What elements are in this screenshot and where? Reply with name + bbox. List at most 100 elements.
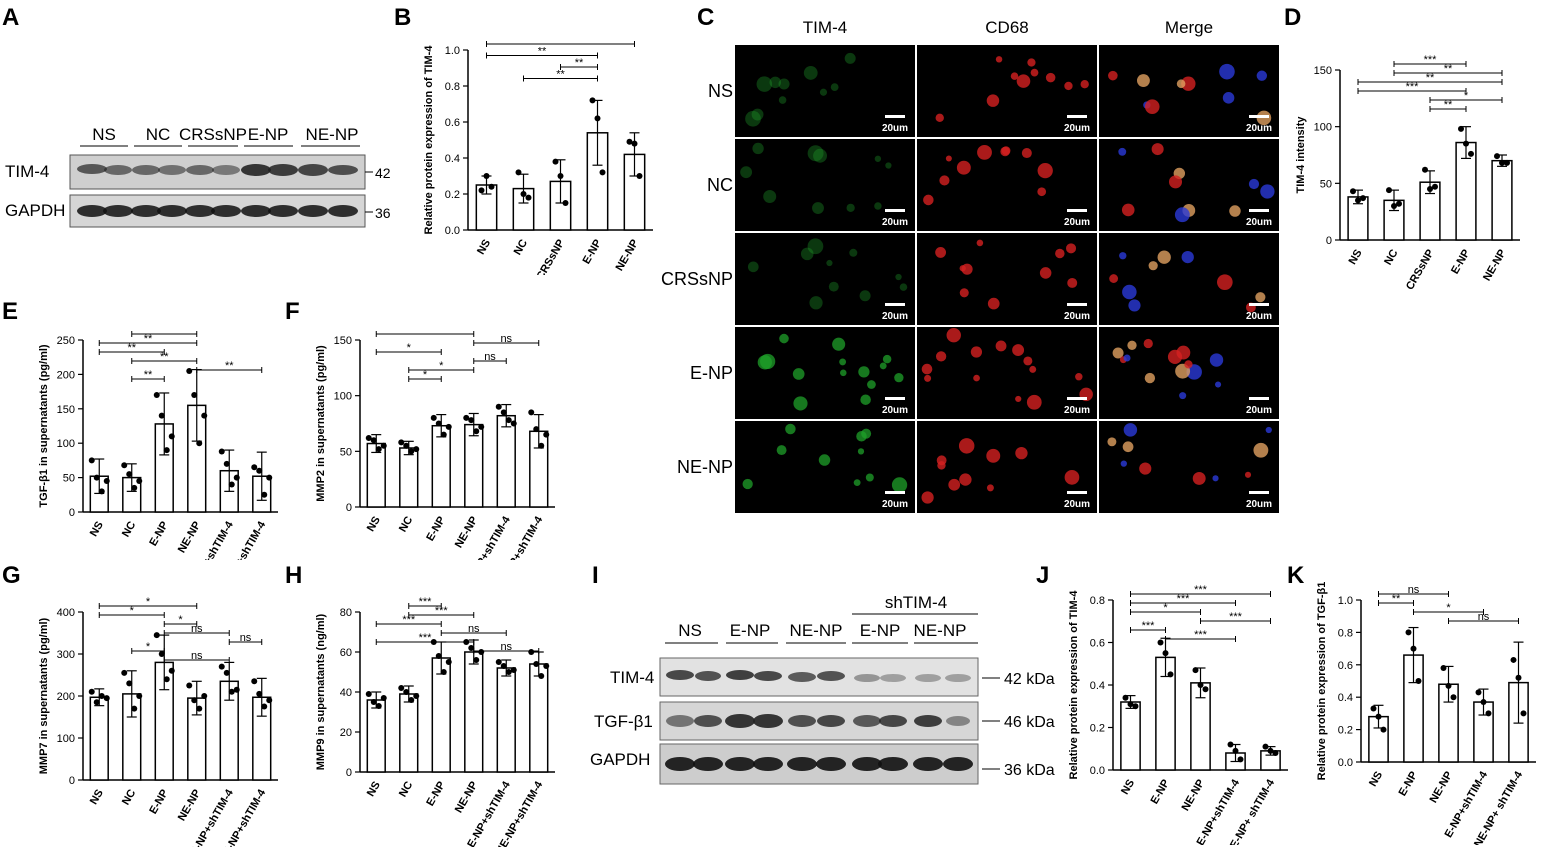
cell-9 xyxy=(977,144,992,160)
cell-1 xyxy=(1000,146,1010,157)
scale-bar-label: 20um xyxy=(1064,123,1090,134)
blot-a-group-ns: NS xyxy=(92,125,116,144)
cell-4 xyxy=(1139,462,1152,475)
cell-6 xyxy=(742,478,753,490)
chart-k-point-4-1 xyxy=(1515,674,1522,681)
chart-j-category-0: NS xyxy=(1119,778,1137,797)
chart-b-ytick-label-2: 0.4 xyxy=(445,153,460,165)
chart-d-ylabel: TIM-4 intensity xyxy=(1295,116,1307,194)
blot-i-kda-36: 36 kDa xyxy=(1004,762,1055,779)
chart-d-point-3-2 xyxy=(1468,150,1474,157)
chart-h-sig-label-0: *** xyxy=(419,596,433,608)
cell-8 xyxy=(891,477,908,493)
chart-d-category-2: CRSsNP xyxy=(1404,248,1437,293)
chart-j-ylabel: Relative protein expression of TIM-4 xyxy=(1068,590,1080,780)
chart-f-point-5-0 xyxy=(528,409,535,416)
cell-2 xyxy=(1010,72,1019,80)
chart-b-ytick-label-4: 0.8 xyxy=(445,81,460,93)
chart-j-category-1: E-NP xyxy=(1149,778,1173,807)
cell-12 xyxy=(1023,356,1033,366)
chart-k-point-0-0 xyxy=(1370,705,1377,712)
chart-f-point-3-0 xyxy=(463,414,470,421)
cell-2 xyxy=(1112,347,1124,359)
chart-g-point-1-2 xyxy=(131,705,138,712)
blot-i-row-gapdh: GAPDH xyxy=(590,750,650,769)
micrograph-cells: 20um xyxy=(745,52,908,134)
micrograph-merge-4: 20um xyxy=(1099,421,1279,513)
chart-f-point-2-2 xyxy=(440,431,447,438)
chart-k-category-1: E-NP xyxy=(1397,770,1421,799)
chart-f-point-1-0 xyxy=(398,439,405,446)
cell-6 xyxy=(846,203,855,213)
chart-f-bar-1 xyxy=(399,447,419,508)
chart-h-category-3: NE-NP xyxy=(453,780,481,816)
cell-11 xyxy=(779,333,789,344)
chart-e-point-3-0 xyxy=(186,367,193,374)
chart-g-point-0-3 xyxy=(103,695,110,702)
cell-5 xyxy=(858,366,870,378)
chart-d-point-4-2 xyxy=(1504,159,1510,166)
blot-a-group-nenp: NE-NP xyxy=(306,125,359,144)
chart-d-point-0-2 xyxy=(1360,195,1366,202)
chart-e-ytick-label-5: 250 xyxy=(57,335,75,347)
blot-i-kda-46: 46 kDa xyxy=(1004,714,1055,731)
cell-3 xyxy=(945,155,952,162)
scale-bar xyxy=(885,115,905,118)
chart-k-point-0-1 xyxy=(1375,713,1382,720)
chart-f-point-0-1 xyxy=(370,437,377,444)
chart-h-category-1: NC xyxy=(397,779,415,799)
cell-7 xyxy=(853,479,861,487)
chart-g-point-3-0 xyxy=(186,682,193,689)
cell-3 xyxy=(1265,426,1272,434)
chart-k-point-3-2 xyxy=(1485,710,1492,717)
chart-f-ytick-label-3: 150 xyxy=(334,335,352,347)
chart-g-point-2-3 xyxy=(168,667,175,674)
chart-d-category-3: E-NP xyxy=(1449,248,1473,277)
cell-2 xyxy=(1176,79,1186,89)
chart-f-point-4-1 xyxy=(500,409,507,416)
scale-bar-label: 20um xyxy=(1064,405,1090,416)
cell-2 xyxy=(812,202,824,214)
cell-9 xyxy=(959,265,966,272)
chart-h-point-5-0 xyxy=(528,649,535,655)
cell-9 xyxy=(800,247,814,261)
cell-7 xyxy=(745,110,761,127)
scale-bar-label: 20um xyxy=(1246,311,1272,322)
chart-e-sig-label-2: ** xyxy=(127,342,136,354)
scale-bar xyxy=(1249,115,1269,118)
blot-i-row-tgfb1: TGF-β1 xyxy=(594,712,653,731)
chart-h-sig-label-2: *** xyxy=(402,614,416,626)
chart-e-ytick-label-2: 100 xyxy=(57,438,75,450)
cell-1 xyxy=(828,281,839,292)
cell-1 xyxy=(970,346,983,358)
cell-3 xyxy=(803,66,818,80)
chart-e-ytick-label-0: 0 xyxy=(69,507,75,519)
cell-3 xyxy=(785,423,796,435)
cell-3 xyxy=(792,368,805,380)
chart-b-sig-label-2: ** xyxy=(575,57,584,69)
cell-1 xyxy=(1067,277,1078,288)
chart-j-point-1-0 xyxy=(1157,639,1164,646)
chart-g-sig-label-0: * xyxy=(146,596,151,608)
chart-h-ylabel: MMP9 in supernatants (ng/ml) xyxy=(315,613,327,770)
chart-b-category-1: NC xyxy=(512,237,530,257)
micrograph-cd68-1: 20um xyxy=(917,139,1097,231)
chart-g-ylabel: MMP7 in supernatants (pg/ml) xyxy=(38,617,50,774)
chart-h-bar-4 xyxy=(496,667,516,773)
chart-f-category-3: NE-NP xyxy=(453,515,481,551)
chart-e-sig-label-5: ** xyxy=(144,369,153,381)
chart-g-point-5-0 xyxy=(251,678,258,685)
chart-b-sig-label-0: * xyxy=(558,40,563,46)
scale-bar xyxy=(1067,209,1087,212)
cell-1 xyxy=(1143,338,1153,349)
chart-g-point-0-1 xyxy=(93,699,100,706)
chart-d-category-1: NC xyxy=(1382,247,1400,267)
blot-a-group-labels: NS NC CRSsNP E-NP NE-NP xyxy=(92,125,358,144)
chart-h-sig-label-4: *** xyxy=(419,632,433,644)
chart-b-point-3-2 xyxy=(599,169,606,176)
chart-d-ytick-label-2: 100 xyxy=(1314,122,1332,134)
cell-6 xyxy=(976,239,984,247)
cell-8 xyxy=(1148,261,1158,271)
chart-e-point-3-2 xyxy=(196,440,203,447)
bar-chart-g: MMP7 in supernatants (pg/ml) 0 100 200 300 40… xyxy=(38,596,278,847)
